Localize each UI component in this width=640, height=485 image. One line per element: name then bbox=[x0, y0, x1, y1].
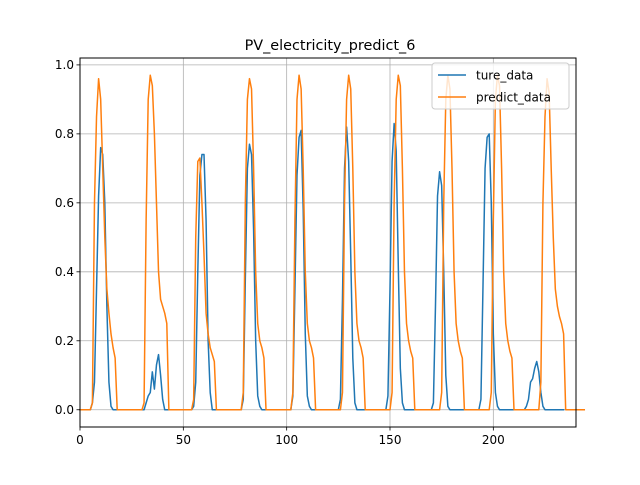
y-tick-label: 0.4 bbox=[55, 265, 74, 279]
series-line-predict-data bbox=[79, 74, 586, 411]
plot-area bbox=[79, 74, 586, 411]
x-tick-label: 0 bbox=[76, 433, 84, 447]
legend-label-ture-data: ture_data bbox=[476, 69, 533, 83]
y-tick-label: 0.8 bbox=[55, 127, 74, 141]
y-tick-label: 1.0 bbox=[55, 58, 74, 72]
y-axis: 0.0 0.2 0.4 0.6 0.8 1.0 bbox=[55, 58, 80, 417]
legend: ture_data predict_data bbox=[431, 62, 570, 110]
axes-frame bbox=[79, 57, 577, 428]
x-tick-label: 200 bbox=[482, 433, 505, 447]
x-axis: 0 50 100 150 200 bbox=[76, 427, 505, 447]
legend-label-predict-data: predict_data bbox=[476, 91, 551, 105]
y-tick-label: 0.2 bbox=[55, 334, 74, 348]
x-tick-label: 50 bbox=[176, 433, 191, 447]
legend-box bbox=[431, 62, 570, 110]
y-tick-label: 0.6 bbox=[55, 196, 74, 210]
x-tick-label: 100 bbox=[275, 433, 298, 447]
y-tick-label: 0.0 bbox=[55, 403, 74, 417]
x-tick-label: 150 bbox=[379, 433, 402, 447]
chart-title: PV_electricity_predict_6 bbox=[245, 38, 416, 54]
